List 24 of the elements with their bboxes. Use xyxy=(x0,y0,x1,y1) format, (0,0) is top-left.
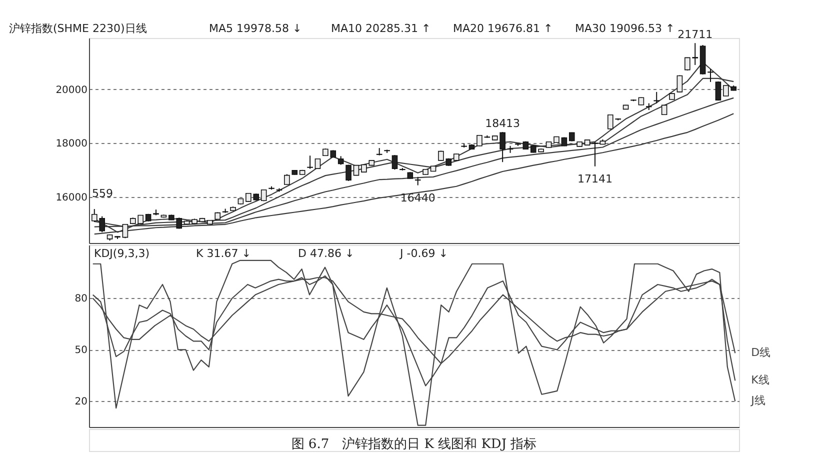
text: MA10 20285.31 ↑ xyxy=(331,22,431,35)
annotation: KDJ(9,3,3) xyxy=(94,247,150,260)
y-tick-label: 20 xyxy=(74,396,88,408)
text: 图 6.7 沪锌指数的日 K 线图和 KDJ 指标 xyxy=(291,436,537,452)
series-label: J线 xyxy=(750,394,766,408)
annotation: 17141 xyxy=(577,172,612,186)
annotation: 18413 xyxy=(485,117,520,130)
y-tick-label: 20000 xyxy=(56,84,88,96)
y-tick-label: 18000 xyxy=(56,138,88,150)
annotation: 559 xyxy=(92,187,113,200)
annotation: D 47.86 ↓ xyxy=(298,247,354,260)
chart-title: 沪锌指数(SHME 2230)日线 xyxy=(9,22,147,35)
series-label: D线 xyxy=(751,346,771,360)
text: MA20 19676.81 ↑ xyxy=(453,22,553,35)
annotation: J -0.69 ↓ xyxy=(399,247,448,260)
y-tick-label: 50 xyxy=(74,345,88,356)
y-tick-label: 80 xyxy=(74,294,88,305)
text: MA30 19096.53 ↑ xyxy=(575,22,675,35)
text: MA5 19978.58 ↓ xyxy=(209,22,302,35)
series-label: K线 xyxy=(751,374,770,387)
annotation: 21711 xyxy=(678,28,713,42)
annotation: K 31.67 ↓ xyxy=(196,247,251,260)
annotation: 16440 xyxy=(400,191,436,204)
y-tick-label: 16000 xyxy=(56,192,88,204)
